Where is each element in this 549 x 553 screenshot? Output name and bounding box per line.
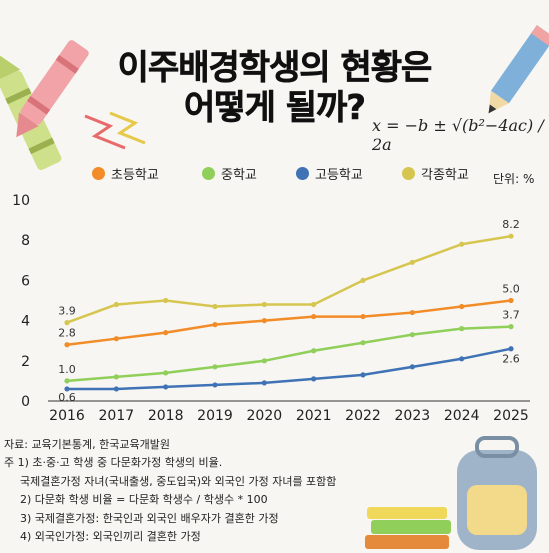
data-point-middle: [261, 358, 267, 364]
chart-legend: 초등학교 중학교 고등학교 각종학교: [0, 164, 549, 184]
legend-label: 초등학교: [111, 168, 159, 183]
data-point-middle: [409, 332, 415, 338]
data-point-middle: [508, 324, 514, 330]
data-point-all: [360, 277, 366, 283]
data-point-middle: [64, 378, 70, 384]
data-point-elementary: [212, 322, 218, 328]
data-point-all: [508, 233, 514, 239]
legend-label: 각종학교: [421, 168, 469, 183]
data-point-middle: [212, 364, 218, 370]
legend-item-elementary: 초등학교: [92, 164, 159, 183]
data-point-all: [212, 303, 218, 310]
data-point-all: [261, 301, 267, 308]
series-line-middle: [66, 325, 512, 383]
x-tick-label: 2021: [296, 408, 332, 424]
data-label-start: 0.6: [58, 391, 76, 404]
data-label-start: 3.9: [58, 305, 76, 318]
y-tick-label: 0: [21, 394, 30, 410]
books-illustration: [365, 507, 451, 549]
data-label-end: 2.6: [502, 353, 520, 366]
data-point-all: [409, 259, 415, 265]
data-label-end: 3.7: [502, 309, 520, 322]
note-line: 4) 외국인가정: 외국인끼리 결혼한 가정: [20, 530, 201, 544]
legend-label: 고등학교: [315, 168, 363, 183]
data-point-middle: [311, 348, 317, 354]
legend-dot-icon: [296, 167, 309, 180]
data-point-all: [163, 297, 169, 304]
data-point-high: [360, 372, 366, 378]
data-point-all: [64, 320, 70, 326]
source-notes: 자료: 교육기본통계, 한국교육개발원 주 1) 초·중·고 학생 중 다문화가…: [4, 436, 424, 546]
x-tick-label: 2025: [493, 408, 529, 424]
legend-dot-icon: [402, 167, 415, 180]
legend-dot-icon: [202, 167, 215, 180]
x-tick-label: 2017: [99, 408, 135, 424]
x-tick-label: 2019: [197, 408, 233, 424]
data-label-end: 8.2: [502, 218, 520, 231]
backpack-illustration: [457, 436, 537, 550]
legend-item-all: 각종학교: [402, 164, 469, 183]
page-title-line-2: 어떻게 될까?: [184, 88, 367, 129]
series-line-elementary: [66, 299, 512, 346]
data-point-high: [508, 346, 514, 352]
data-point-high: [212, 382, 218, 388]
crayon-illustration: [0, 40, 89, 170]
data-point-high: [409, 364, 415, 370]
x-tick-label: 2018: [148, 408, 184, 424]
x-tick-label: 2022: [345, 408, 381, 424]
x-tick-label: 2016: [49, 408, 85, 424]
formula-doodle: x = −b ± √(b²−4ac) / 2a: [372, 116, 544, 154]
legend-dot-icon: [92, 167, 105, 180]
page-title-line-1: 이주배경학생의 현황은: [117, 48, 432, 89]
legend-item-high: 고등학교: [296, 164, 363, 183]
data-point-all: [113, 301, 119, 308]
data-point-all: [459, 241, 465, 247]
data-point-middle: [163, 370, 169, 376]
series-line-high: [67, 347, 512, 391]
data-point-elementary: [360, 313, 366, 320]
y-tick-label: 2: [21, 354, 30, 370]
data-label-start: 2.8: [58, 327, 76, 340]
data-point-high: [163, 384, 169, 390]
y-tick-label: 4: [21, 314, 30, 330]
lightning-doodle-icon: [84, 111, 146, 150]
data-point-elementary: [459, 303, 465, 310]
note-line: 자료: 교육기본통계, 한국교육개발원: [4, 438, 170, 451]
data-point-all: [311, 301, 317, 308]
data-point-high: [311, 376, 317, 382]
x-tick-label: 2020: [247, 408, 283, 424]
data-point-elementary: [261, 318, 267, 324]
data-label-end: 5.0: [502, 283, 520, 296]
data-point-middle: [459, 326, 465, 332]
y-tick-label: 8: [21, 233, 30, 249]
note-line: 3) 국제결혼가정: 한국인과 외국인 배우자가 결혼한 가정: [20, 511, 279, 525]
x-tick-label: 2023: [395, 408, 431, 424]
data-label-start: 1.0: [58, 363, 76, 376]
unit-label: 단위: %: [493, 172, 535, 186]
data-point-high: [261, 380, 267, 386]
data-point-elementary: [64, 342, 70, 348]
data-point-high: [64, 386, 70, 392]
data-point-elementary: [409, 309, 415, 316]
data-point-elementary: [113, 336, 119, 342]
note-line: 국제결혼가정 자녀(국내출생, 중도입국)와 외국인 가정 자녀를 포함함: [20, 474, 337, 488]
y-tick-label: 10: [12, 193, 30, 209]
data-point-elementary: [311, 313, 317, 320]
legend-label: 중학교: [221, 168, 257, 183]
x-tick-label: 2024: [444, 408, 480, 424]
data-point-high: [113, 386, 119, 392]
legend-item-middle: 중학교: [202, 164, 257, 183]
data-point-middle: [113, 374, 119, 380]
y-tick-label: 6: [21, 273, 30, 289]
data-point-elementary: [508, 297, 514, 304]
data-point-high: [459, 356, 465, 362]
note-line: 주 1) 초·중·고 학생 중 다문화가정 학생의 비율.: [4, 456, 223, 470]
series-line-all: [66, 234, 512, 324]
note-line: 2) 다문화 학생 비율 = 다문화 학생수 / 학생수 * 100: [20, 493, 268, 507]
data-point-elementary: [163, 330, 169, 336]
data-point-middle: [360, 340, 366, 346]
